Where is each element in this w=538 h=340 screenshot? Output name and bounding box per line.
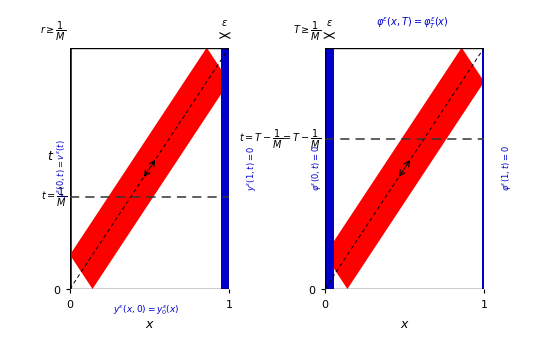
Text: $\varepsilon$: $\varepsilon$: [326, 18, 332, 28]
Text: $r \geq \dfrac{1}{M}$: $r \geq \dfrac{1}{M}$: [40, 20, 67, 43]
Polygon shape: [221, 48, 229, 289]
Polygon shape: [482, 48, 484, 289]
Text: $t = T - \dfrac{1}{M}$: $t = T - \dfrac{1}{M}$: [239, 128, 284, 151]
Text: $= T - \dfrac{1}{M}$: $= T - \dfrac{1}{M}$: [281, 128, 322, 151]
Polygon shape: [325, 48, 334, 289]
Polygon shape: [482, 48, 484, 289]
Text: $x$: $x$: [145, 318, 154, 331]
Text: $y^\varepsilon(1,t) = 0$: $y^\varepsilon(1,t) = 0$: [245, 146, 258, 191]
Polygon shape: [70, 48, 229, 289]
Polygon shape: [221, 48, 229, 289]
Polygon shape: [325, 48, 484, 289]
Text: $t = \dfrac{1}{M}$: $t = \dfrac{1}{M}$: [40, 186, 67, 209]
Text: $\varphi^\varepsilon(x,T) = \varphi^\varepsilon_T(x)$: $\varphi^\varepsilon(x,T) = \varphi^\var…: [376, 15, 449, 31]
Text: $x$: $x$: [400, 318, 409, 331]
Polygon shape: [70, 48, 72, 289]
Text: $\varphi^\varepsilon(1,t) = 0$: $\varphi^\varepsilon(1,t) = 0$: [500, 146, 513, 191]
Text: $t$: $t$: [47, 150, 54, 163]
Text: $\varepsilon$: $\varepsilon$: [222, 18, 228, 28]
Polygon shape: [70, 48, 72, 289]
Text: $\varphi^\varepsilon(0,t) = 0$: $\varphi^\varepsilon(0,t) = 0$: [310, 146, 323, 191]
Text: $T \geq \dfrac{1}{M}$: $T \geq \dfrac{1}{M}$: [293, 20, 322, 43]
Polygon shape: [325, 48, 334, 289]
Text: $y^\varepsilon(0,t) = v^\varepsilon(t)$: $y^\varepsilon(0,t) = v^\varepsilon(t)$: [55, 139, 68, 198]
Text: $y^\varepsilon(x,0) = y^\varepsilon_0(x)$: $y^\varepsilon(x,0) = y^\varepsilon_0(x)…: [113, 304, 180, 317]
